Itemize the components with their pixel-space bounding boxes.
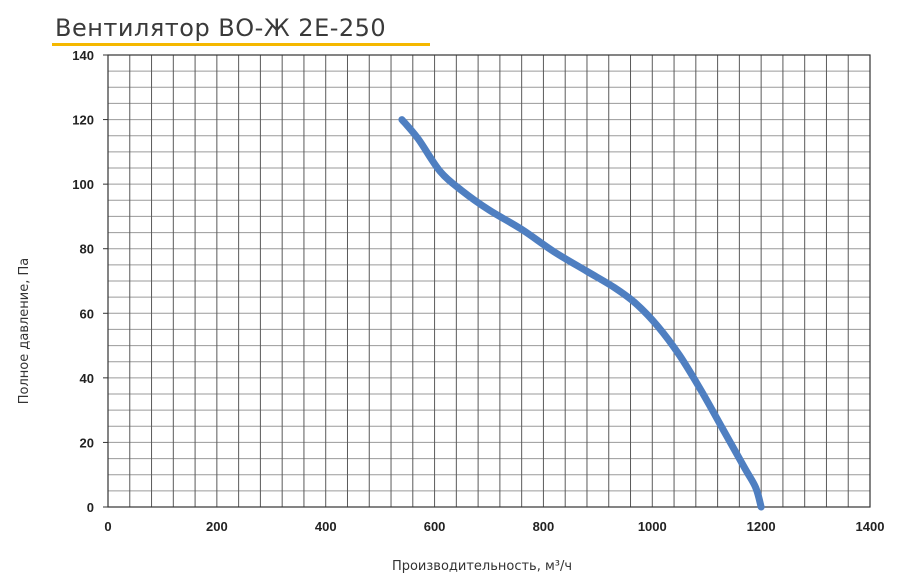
y-tick-label: 40 [80, 371, 94, 386]
x-tick-label: 1200 [747, 519, 776, 534]
x-tick-label: 600 [424, 519, 446, 534]
x-tick-label: 1400 [856, 519, 885, 534]
x-tick-label: 200 [206, 519, 228, 534]
x-tick-label: 800 [533, 519, 555, 534]
title-underline [52, 43, 430, 46]
y-tick-label: 60 [80, 306, 94, 321]
y-tick-label: 80 [80, 242, 94, 257]
series-line [398, 116, 765, 511]
y-axis-title: Полное давление, Па [17, 258, 32, 405]
x-tick-label: 400 [315, 519, 337, 534]
x-axis-title: Производительность, м³/ч [392, 559, 572, 574]
x-tick-label: 1000 [638, 519, 667, 534]
y-tick-label: 120 [72, 113, 94, 128]
y-tick-label: 20 [80, 435, 94, 450]
plot-frame [107, 54, 871, 508]
chart-title: Вентилятор ВО-Ж 2Е-250 [55, 14, 387, 42]
y-tick-label: 100 [72, 177, 94, 192]
x-tick-label: 0 [104, 519, 111, 534]
y-tick-label: 140 [72, 48, 94, 63]
y-tick-label: 0 [87, 500, 94, 515]
